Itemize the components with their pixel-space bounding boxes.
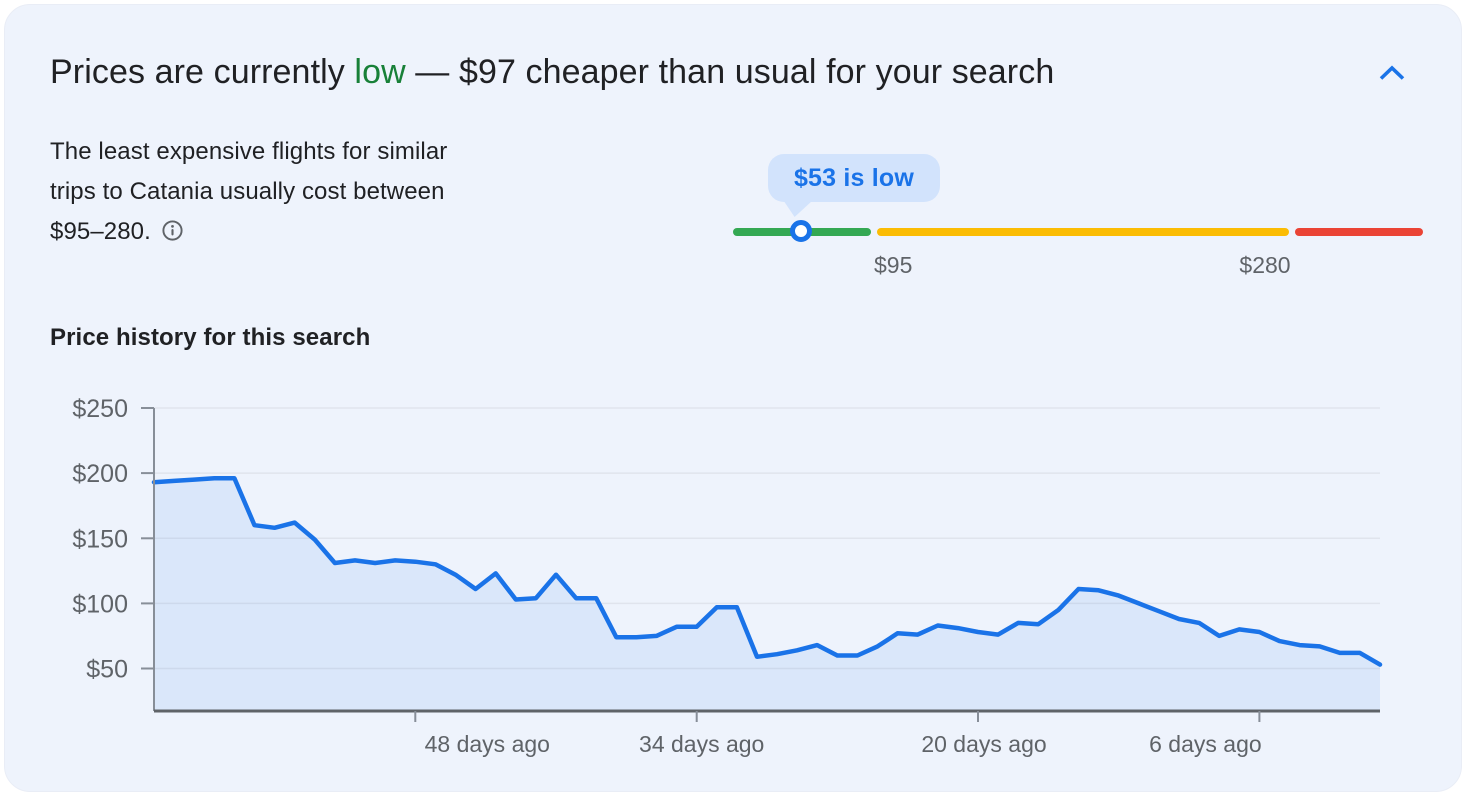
chart-heading: Price history for this search xyxy=(50,324,371,351)
range-max-label: $280 xyxy=(1239,252,1291,278)
current-price-marker xyxy=(790,220,812,242)
y-axis-label-50: $50 xyxy=(86,656,128,684)
x-axis-label-6: 6 days ago xyxy=(1149,731,1262,757)
y-axis-label-100: $100 xyxy=(72,590,128,618)
page-title: Prices are currently low — $97 cheaper t… xyxy=(50,50,1350,94)
price-area xyxy=(154,478,1380,711)
description-price-range: $95–280. xyxy=(50,218,151,245)
x-axis-label-34: 34 days ago xyxy=(639,731,764,757)
description-line-3: $95–280. xyxy=(50,212,447,252)
price-history-chart[interactable]: $50 $100 $150 $200 $250 48 days ago 34 days ag… xyxy=(0,380,1468,798)
collapse-button[interactable] xyxy=(1362,50,1422,96)
title-suffix: — $97 cheaper than usual for your search xyxy=(405,53,1055,91)
title-prefix: Prices are currently xyxy=(50,53,355,91)
price-level-tooltip-label: $53 is low xyxy=(793,163,915,192)
range-min-label: $95 xyxy=(874,252,913,278)
description-line-1: The least expensive flights for similar xyxy=(50,138,448,165)
y-axis-label-150: $150 xyxy=(72,525,128,553)
x-axis-label-20: 20 days ago xyxy=(921,731,1046,757)
y-axis-label-200: $200 xyxy=(72,460,128,488)
y-axis-label-250: $250 xyxy=(72,395,128,423)
description: The least expensive flights for similar … xyxy=(50,132,447,252)
price-range-typical-segment xyxy=(877,228,1289,236)
price-insights-card xyxy=(4,4,1462,792)
price-level-tooltip: $53 is low xyxy=(768,154,940,202)
price-line xyxy=(151,476,1383,667)
description-line-2: trips to Catania usually cost between xyxy=(50,178,445,205)
info-icon[interactable] xyxy=(161,215,184,255)
title-status-low: low xyxy=(354,53,406,91)
price-range-high-segment xyxy=(1295,228,1423,236)
chevron-up-icon xyxy=(1379,65,1405,80)
x-axis-label-48: 48 days ago xyxy=(425,731,550,757)
